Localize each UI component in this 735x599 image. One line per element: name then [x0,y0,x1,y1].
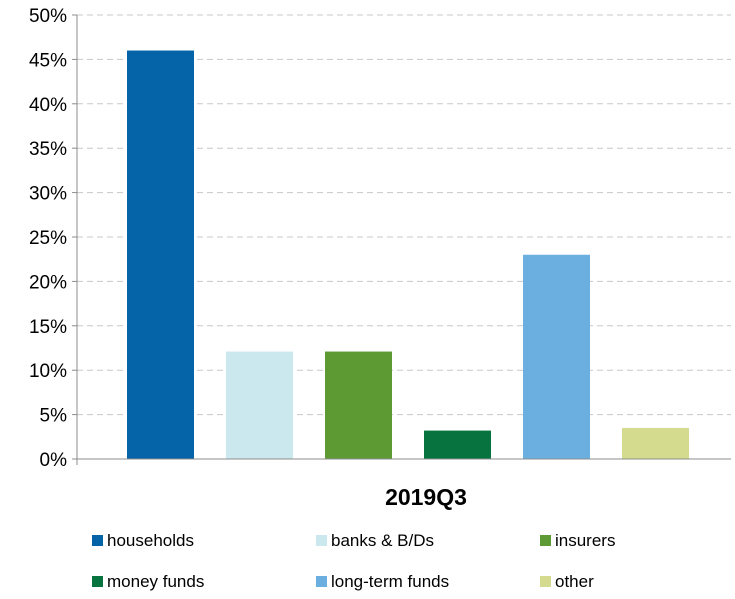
legend-label: long-term funds [331,572,449,591]
bar-households [127,50,194,460]
legend-label: other [555,572,594,591]
y-tick-label: 25% [29,228,67,249]
bar-long-term-funds [523,254,590,459]
y-tick-label: 50% [29,6,67,27]
y-tick-label: 40% [29,95,67,116]
x-category-label: 2019Q3 [385,484,467,510]
y-tick-label: 20% [29,272,67,293]
bars [127,50,689,460]
bar-other [622,427,689,459]
legend-item: long-term funds [316,572,449,591]
legend-item: households [92,531,194,550]
legend-item: money funds [92,572,204,591]
legend-swatch [92,535,103,546]
legend-swatch [540,535,551,546]
y-tick-label: 30% [29,184,67,205]
y-axis-ticks: 0% 5% 10% 15% 20% 25% 30% 35% 40% 45% 50% [29,6,77,471]
legend-item: insurers [540,531,615,550]
bar-insurers [325,351,392,459]
legend-swatch [316,535,327,546]
legend-swatch [540,576,551,587]
legend-swatch [92,576,103,587]
legend-label: households [107,531,194,550]
y-tick-label: 5% [40,406,68,427]
bar-money-funds [424,430,491,459]
gridlines [77,14,731,416]
legend-swatch [316,576,327,587]
legend-label: money funds [107,572,204,591]
y-tick-label: 35% [29,139,67,160]
y-tick-label: 10% [29,361,67,382]
legend: households banks & B/Ds insurers money fund… [92,531,615,591]
y-tick-label: 0% [40,450,68,471]
bar-banks-b-ds [226,351,293,459]
legend-item: other [540,572,594,591]
y-tick-label: 15% [29,317,67,338]
legend-label: insurers [555,531,615,550]
y-tick-label: 45% [29,50,67,71]
legend-item: banks & B/Ds [316,531,434,550]
legend-label: banks & B/Ds [331,531,434,550]
